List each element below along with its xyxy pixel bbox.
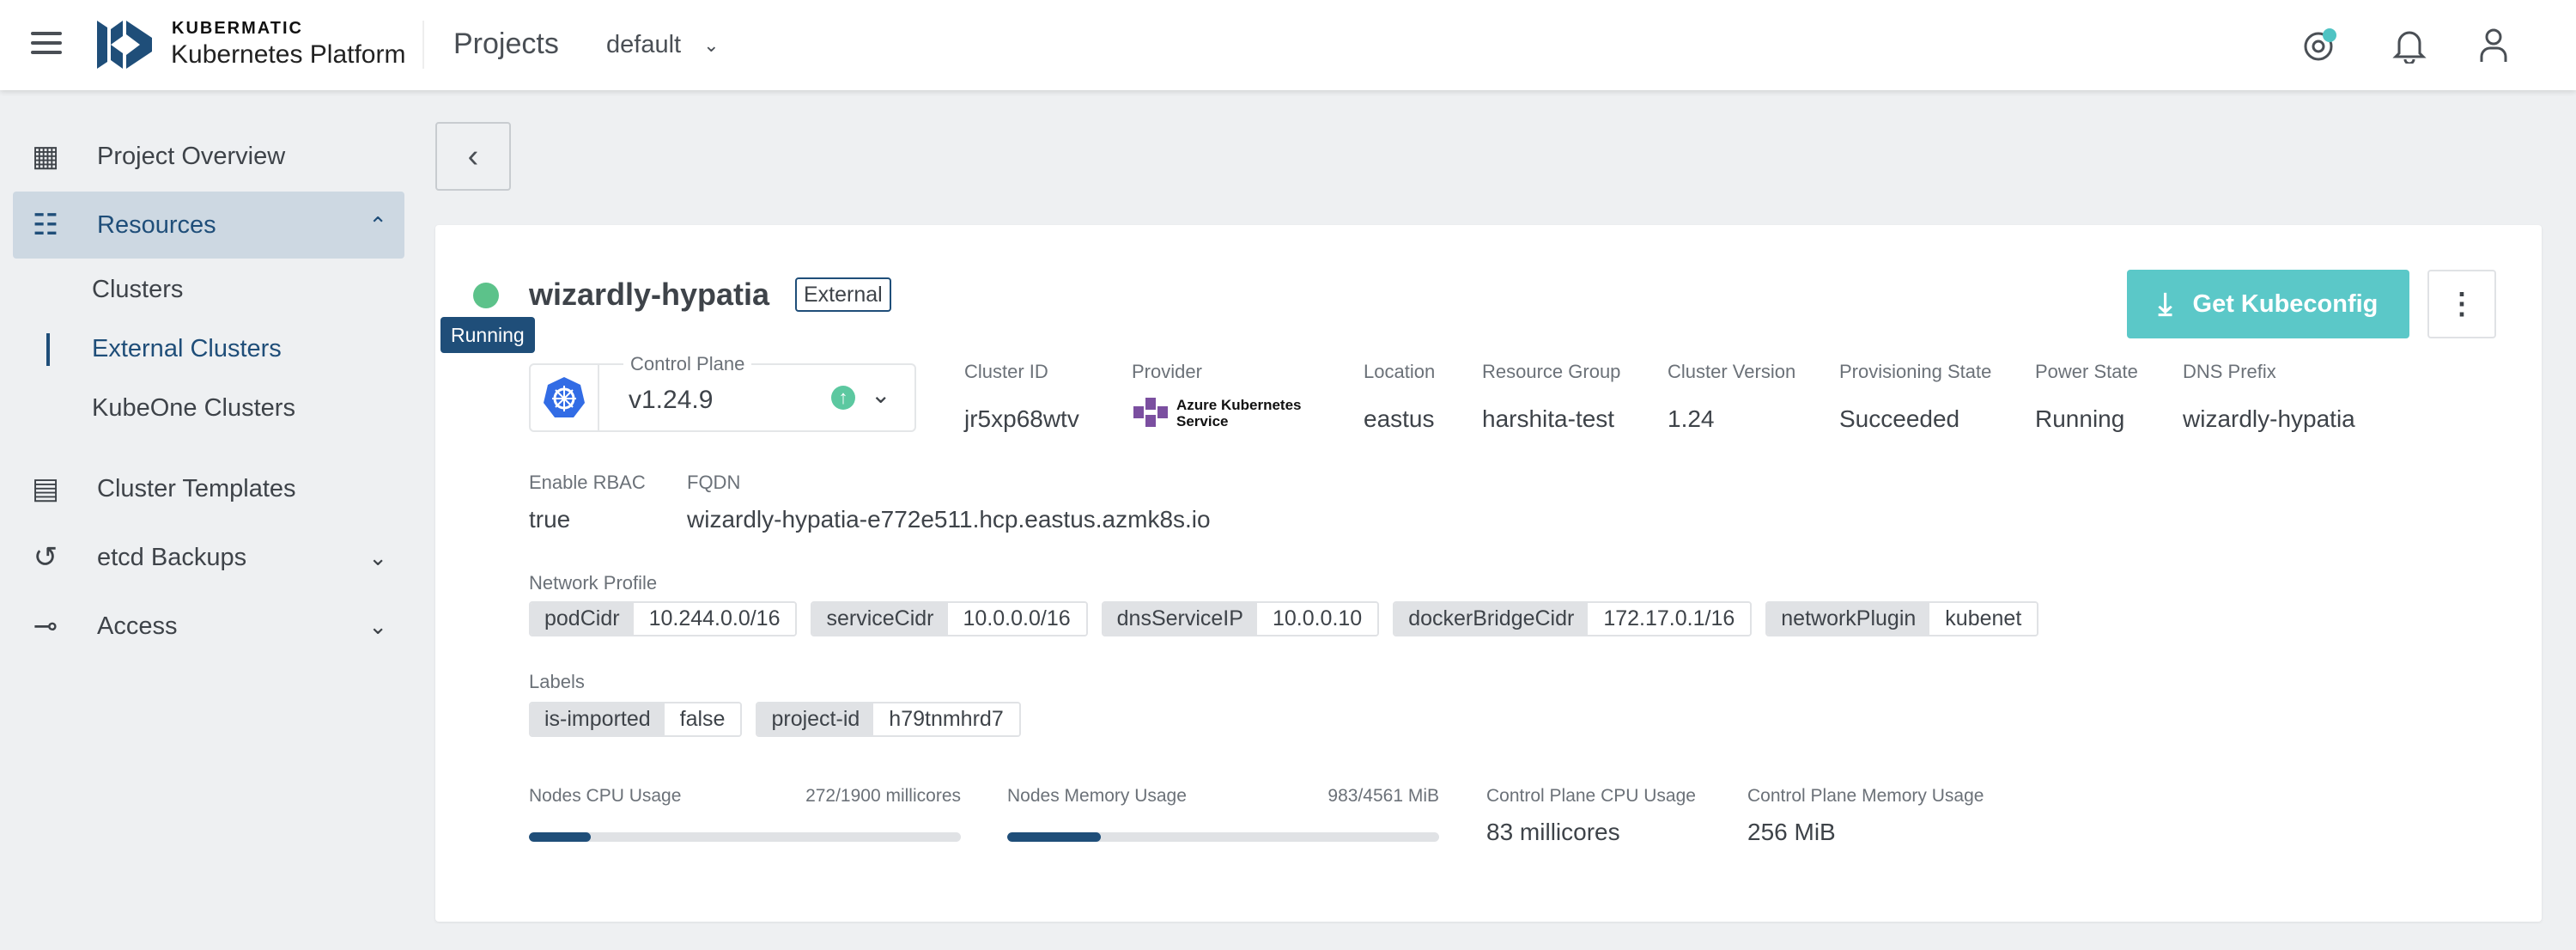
cluster-name: wizardly-hypatia	[529, 277, 770, 312]
chip-servicecidr: serviceCidr 10.0.0.0/16	[811, 601, 1088, 636]
back-button[interactable]: ‹	[435, 122, 511, 191]
control-plane-version: v1.24.9	[629, 386, 714, 414]
more-vert-icon: ⋮	[2447, 288, 2476, 320]
status-dot	[473, 283, 499, 308]
labels-label: Labels	[529, 671, 585, 692]
sidebar-item-label: Cluster Templates	[97, 474, 296, 502]
cp-memory-label: Control Plane Memory Usage	[1747, 786, 1984, 806]
sidebar-item-access[interactable]: ⊸ Access ⌄	[13, 593, 404, 660]
nodes-memory-value: 983/4561 MiB	[1327, 786, 1439, 806]
external-badge: External	[795, 277, 891, 312]
template-icon: ▤	[31, 472, 60, 505]
chevron-up-icon: ⌃	[368, 211, 387, 238]
provisioning-state-value: Succeeded	[1839, 405, 1960, 432]
top-bar: KUBERMATIC Kubernetes Platform Projects …	[0, 0, 2576, 90]
history-icon: ↺	[33, 541, 58, 574]
power-state-label: Power State	[2035, 361, 2138, 382]
chevron-down-icon: ⌄	[703, 33, 720, 56]
dns-prefix-label: DNS Prefix	[2183, 361, 2276, 382]
nodes-memory-label: Nodes Memory Usage	[1007, 786, 1187, 806]
resource-group-label: Resource Group	[1482, 361, 1621, 382]
cluster-version-value: 1.24	[1668, 405, 1715, 432]
status-tooltip: Running	[440, 317, 535, 353]
control-plane-version-select[interactable]: Control Plane v1.24.9 ↑ ⌄	[529, 353, 916, 432]
chip-networkplugin: networkPlugin kubenet	[1765, 601, 2039, 636]
download-icon: ⤓	[2158, 285, 2172, 321]
sidebar-subitem-clusters[interactable]: Clusters	[92, 276, 184, 303]
location-label: Location	[1364, 361, 1436, 382]
chevron-down-icon: ⌄	[871, 381, 891, 408]
chip-podcidr: podCidr 10.244.0.0/16	[529, 601, 798, 636]
fqdn-label: FQDN	[687, 472, 741, 493]
cp-cpu-value: 83 millicores	[1486, 819, 1620, 845]
sidebar-subitem-kubeone-clusters[interactable]: KubeOne Clusters	[92, 394, 295, 422]
label-chips: is-imported false project-id h79tnmhrd7	[529, 702, 1021, 737]
sidebar-item-etcd-backups[interactable]: ↺ etcd Backups ⌄	[13, 524, 404, 591]
rbac-value: true	[529, 506, 571, 533]
chip-dockerbridgecidr: dockerBridgeCidr 172.17.0.1/16	[1393, 601, 1753, 636]
get-kubeconfig-button[interactable]: ⤓ Get Kubeconfig	[2127, 270, 2409, 338]
nodes-cpu-label: Nodes CPU Usage	[529, 786, 682, 806]
cluster-id-value: jr5xp68wtv	[964, 405, 1079, 432]
network-profile-chips: podCidr 10.244.0.0/16 serviceCidr 10.0.0.0…	[529, 601, 2039, 636]
key-icon: ⊸	[33, 610, 58, 642]
dns-prefix-value: wizardly-hypatia	[2183, 405, 2355, 432]
cluster-details-card	[435, 225, 2542, 922]
sidebar-item-cluster-templates[interactable]: ▤ Cluster Templates	[13, 455, 404, 522]
nodes-memory-bar-fill	[1007, 832, 1101, 842]
user-icon[interactable]	[2478, 27, 2509, 64]
menu-icon[interactable]	[31, 26, 62, 60]
chip-dnsserviceip: dnsServiceIP 10.0.0.10	[1101, 601, 1380, 636]
kubermatic-logo[interactable]	[97, 21, 152, 69]
divider	[422, 21, 424, 69]
provider-value: Azure Kubernetes Service	[1132, 396, 1314, 430]
location-value: eastus	[1364, 405, 1435, 432]
brand-top: KUBERMATIC	[172, 19, 303, 38]
project-selector[interactable]: default ⌄	[606, 31, 720, 59]
chevron-down-icon: ⌄	[368, 612, 387, 639]
active-indicator	[46, 333, 50, 366]
sidebar-item-label: etcd Backups	[97, 543, 247, 571]
chip-is-imported: is-imported false	[529, 702, 743, 737]
sidebar-subitem-external-clusters[interactable]: External Clusters	[92, 335, 282, 362]
project-name: default	[606, 31, 682, 58]
cp-memory-value: 256 MiB	[1747, 819, 1836, 845]
nodes-cpu-value: 272/1900 millicores	[805, 786, 961, 806]
bell-icon[interactable]	[2392, 27, 2427, 64]
sidebar-item-resources[interactable]: ☷ Resources ⌃	[13, 192, 404, 259]
nodes-memory-bar	[1007, 832, 1439, 842]
resource-group-value: harshita-test	[1482, 405, 1615, 432]
cp-cpu-label: Control Plane CPU Usage	[1486, 786, 1696, 806]
sidebar-item-project-overview[interactable]: ▦ Project Overview	[13, 123, 404, 190]
nodes-cpu-bar	[529, 832, 961, 842]
sidebar-item-label: Resources	[97, 210, 216, 239]
kubernetes-icon	[531, 365, 599, 430]
cluster-id-label: Cluster ID	[964, 361, 1048, 382]
chevron-left-icon: ‹	[467, 137, 479, 174]
sidebar-item-label: Access	[97, 612, 178, 640]
cluster-version-label: Cluster Version	[1668, 361, 1796, 382]
rbac-label: Enable RBAC	[529, 472, 646, 493]
section-title: Projects	[453, 27, 559, 60]
provisioning-state-label: Provisioning State	[1839, 361, 1992, 382]
grid-icon: ▦	[31, 140, 60, 173]
nodes-cpu-bar-fill	[529, 832, 591, 842]
brand-bottom: Kubernetes Platform	[171, 40, 406, 69]
fqdn-value: wizardly-hypatia-e772e511.hcp.eastus.azm…	[687, 506, 1211, 533]
network-profile-label: Network Profile	[529, 572, 658, 594]
chip-project-id: project-id h79tnmhrd7	[756, 702, 1021, 737]
control-plane-label: Control Plane	[623, 353, 752, 375]
button-label: Get Kubeconfig	[2192, 289, 2379, 318]
more-options-button[interactable]: ⋮	[2427, 270, 2496, 338]
sidebar-item-label: Project Overview	[97, 142, 286, 170]
help-icon[interactable]	[2301, 27, 2339, 65]
sitemap-icon: ☷	[32, 209, 59, 241]
aks-icon	[1133, 398, 1168, 427]
power-state-value: Running	[2035, 405, 2125, 432]
chevron-down-icon: ⌄	[368, 544, 387, 570]
provider-label: Provider	[1132, 361, 1202, 382]
upgrade-available-icon[interactable]: ↑	[831, 386, 855, 410]
